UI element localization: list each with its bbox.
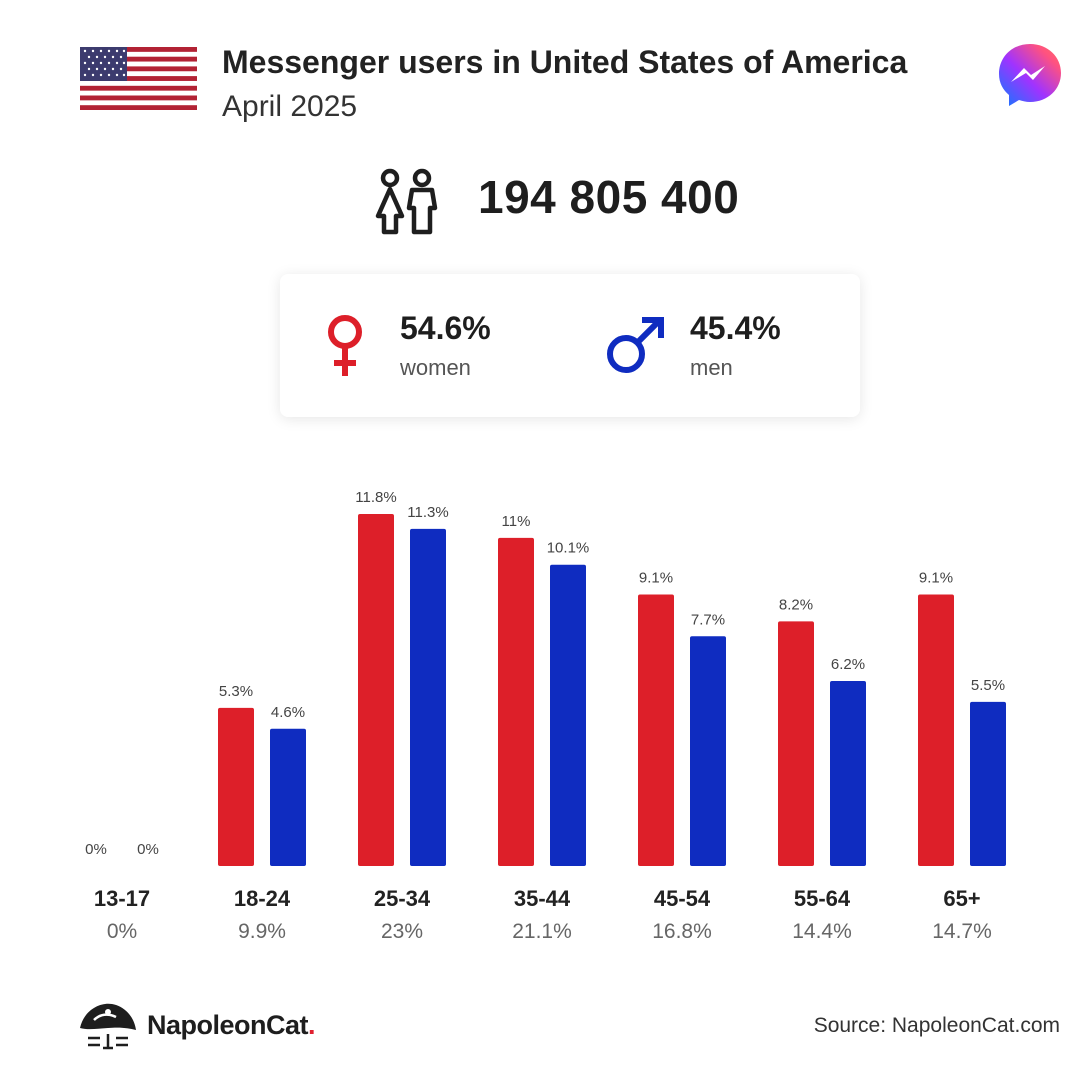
men-percentage: 45.4% — [690, 310, 781, 346]
bar-women-55-64 — [778, 621, 814, 866]
bar-men-35-44 — [550, 564, 586, 866]
bar-value-label: 9.1% — [639, 570, 673, 587]
age-gender-bar-chart: 0% 0% 13-17 0% 5.3% 4.6% 18-24 9.9% 11.8% 11.3% 25… — [85, 489, 1006, 943]
age-group-label: 25-34 — [374, 886, 431, 911]
napoleoncat-logo-icon — [80, 1003, 136, 1050]
age-group-total: 23% — [381, 920, 423, 943]
source-credit: Source: NapoleonCat.com — [813, 1014, 1060, 1037]
bar-women-45-54 — [638, 594, 674, 866]
age-group-total: 21.1% — [512, 920, 572, 943]
bar-men-55-64 — [830, 681, 866, 866]
bar-value-label: 0% — [85, 841, 107, 858]
bar-men-18-24 — [270, 728, 306, 866]
total-users-value: 194 805 400 — [478, 171, 740, 223]
gender-split-card — [280, 274, 860, 417]
age-group-label: 18-24 — [234, 886, 291, 911]
male-symbol-icon — [607, 317, 664, 373]
bar-women-35-44 — [498, 537, 534, 866]
age-group-total: 14.4% — [792, 920, 852, 943]
age-group-label: 55-64 — [794, 886, 851, 911]
bar-value-label: 11% — [502, 513, 531, 530]
bar-men-25-34 — [410, 528, 446, 866]
bar-value-label: 4.6% — [271, 704, 305, 721]
napoleoncat-logo-text: NapoleonCat. — [147, 1010, 316, 1041]
bar-women-25-34 — [358, 514, 394, 866]
age-group-total: 16.8% — [652, 920, 712, 943]
bar-value-label: 11.8% — [355, 489, 396, 506]
bar-value-label: 10.1% — [547, 540, 590, 557]
age-group-total: 0% — [107, 920, 137, 943]
bar-value-label: 8.2% — [779, 596, 813, 613]
men-label: men — [690, 355, 733, 380]
women-label: women — [400, 355, 471, 380]
female-symbol-icon — [328, 315, 362, 376]
usa-flag-icon — [80, 47, 197, 110]
bar-men-45-54 — [690, 636, 726, 866]
age-group-label: 13-17 — [94, 886, 150, 911]
messenger-icon — [999, 44, 1061, 106]
people-icon — [375, 168, 438, 235]
bar-value-label: 11.3% — [407, 504, 448, 521]
age-group-label: 35-44 — [514, 886, 571, 911]
bar-value-label: 0% — [137, 841, 159, 858]
age-group-total: 14.7% — [932, 920, 992, 943]
bar-value-label: 6.2% — [831, 656, 865, 673]
bar-value-label: 5.5% — [971, 677, 1005, 694]
age-group-label: 65+ — [943, 886, 980, 911]
bar-women-65+ — [918, 594, 954, 866]
brand-name: NapoleonCat — [147, 1010, 309, 1040]
brand-dot: . — [308, 1010, 316, 1040]
age-group-label: 45-54 — [654, 886, 711, 911]
bar-value-label: 9.1% — [919, 570, 953, 587]
bar-value-label: 7.7% — [691, 611, 725, 628]
chart-subtitle: April 2025 — [222, 90, 358, 123]
women-percentage: 54.6% — [400, 310, 491, 346]
bar-value-label: 5.3% — [219, 683, 253, 700]
age-group-total: 9.9% — [238, 920, 286, 943]
bar-women-18-24 — [218, 707, 254, 866]
bar-men-65+ — [970, 701, 1006, 866]
chart-title: Messenger users in United States of Amer… — [222, 44, 908, 80]
